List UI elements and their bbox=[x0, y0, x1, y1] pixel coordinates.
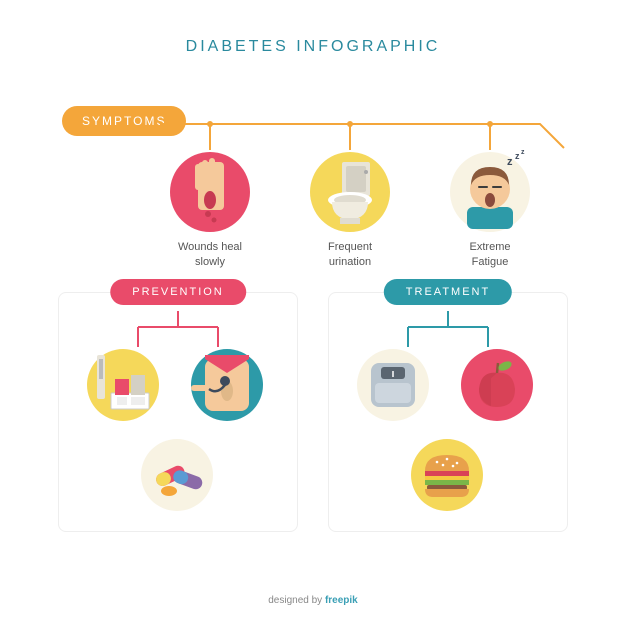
apple-icon bbox=[461, 349, 533, 421]
hand-wound-icon bbox=[170, 152, 250, 232]
symptom-urination: Frequenturination bbox=[290, 152, 410, 271]
symptom-label: Frequenturination bbox=[290, 240, 410, 271]
scale-icon bbox=[357, 349, 429, 421]
pills-icon bbox=[141, 439, 213, 511]
symptom-label: Wounds healslowly bbox=[150, 240, 270, 271]
svg-text:z: z bbox=[521, 149, 525, 156]
burger-icon bbox=[411, 439, 483, 511]
prevention-panel: PREVENTION bbox=[58, 292, 298, 532]
footer-prefix: designed by bbox=[268, 595, 325, 606]
symptom-fatigue: z z z ExtremeFatigue bbox=[430, 152, 550, 271]
treatment-apple bbox=[461, 349, 533, 421]
symptom-circle: z z z bbox=[450, 152, 530, 232]
treatment-burger bbox=[411, 439, 483, 511]
treatment-panel: TREATMENT bbox=[328, 292, 568, 532]
footer-brand: freepik bbox=[325, 595, 358, 606]
footer-credit: designed by freepik bbox=[0, 595, 626, 606]
symptom-circle bbox=[170, 152, 250, 232]
prevention-pills bbox=[141, 439, 213, 511]
medical-supplies-icon bbox=[87, 349, 159, 421]
prevention-checkup bbox=[191, 349, 263, 421]
svg-text:z: z bbox=[515, 151, 520, 161]
prevention-supplies bbox=[87, 349, 159, 421]
svg-text:z: z bbox=[507, 156, 513, 168]
fatigue-person-icon: z z z bbox=[445, 147, 535, 237]
symptom-wounds: Wounds healslowly bbox=[150, 152, 270, 271]
symptoms-section: SYMPTOMS Wounds healslowly bbox=[0, 92, 626, 292]
symptom-circle bbox=[310, 152, 390, 232]
checkup-icon bbox=[187, 345, 267, 425]
page-title: DIABETES INFOGRAPHIC bbox=[0, 0, 626, 56]
treatment-scale bbox=[357, 349, 429, 421]
symptom-label: ExtremeFatigue bbox=[430, 240, 550, 271]
panels-row: PREVENTION bbox=[0, 292, 626, 532]
toilet-icon bbox=[310, 152, 390, 232]
